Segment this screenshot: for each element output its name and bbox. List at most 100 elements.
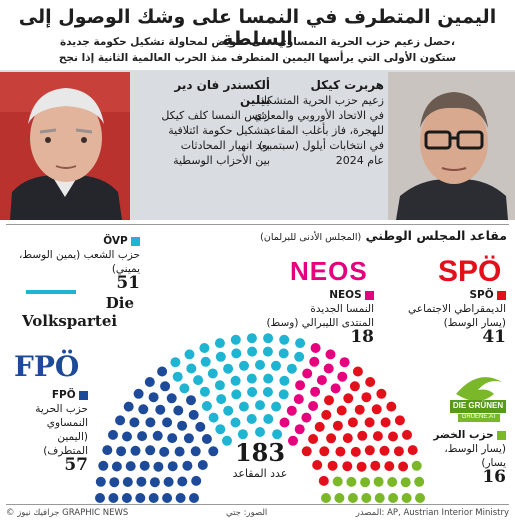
seat-övp [230,375,241,386]
seat-spö [357,430,368,441]
gruene-seats: 16 [482,467,506,487]
seat-övp [214,338,225,349]
seat-fpö [123,401,134,412]
footer-divider [6,504,509,505]
seat-övp [279,334,290,345]
seat-fpö [122,431,132,442]
spo-desc: (يسار الوسط) [443,317,506,329]
party-spo: SPÖ الديمقراطي الاجتماعي (يسار الوسط) 41 [392,288,506,346]
gruene-desc: (يسار الوسط، [444,443,506,455]
seat-grüne [400,477,411,488]
seat-spö [379,445,390,456]
ovp-code: ÖVP [103,235,128,247]
seat-neos [295,380,306,391]
seat-fpö [108,493,119,503]
seat-övp [186,363,197,374]
party-gruene: حزب الخضر (يسار الوسط، يسار) 16 [420,428,506,487]
seat-övp [230,417,241,428]
seat-neos [325,349,336,360]
seat-övp [215,424,226,435]
seat-spö [356,461,367,472]
seat-spö [361,392,372,403]
seat-övp [278,348,289,359]
party-neos: NEOS النمسا الجديدة المنتدى الليبرالي (و… [228,288,374,346]
seat-övp [239,360,249,371]
seat-fpö [177,420,188,431]
total-seats: 183 عدد المقاعد [200,438,320,480]
seat-fpö [167,433,178,444]
seat-övp [208,412,219,423]
bio-right-line: في الاتحاد الأوروبي والمعادي [253,109,384,122]
fpo-desc: (اليمين [57,431,88,443]
seat-spö [393,446,404,457]
bio-right-line: زعيم حزب الحرية المتشكك [257,94,384,107]
subtitle-line-1: حصل زعيم حزب الحرية النمساوي على تفويض ل… [60,36,455,48]
footer-photos: الصور: جتي [226,508,268,518]
seat-neos [302,368,313,379]
seat-övp [262,387,273,397]
seat-spö [318,475,329,486]
seat-spö [319,446,330,457]
gruene-color-swatch [497,430,506,440]
seat-spö [394,415,405,426]
bio-right-line: عام 2024 [335,154,384,167]
ovp-desc: حزب الشعب (يمين الوسط، [19,249,140,261]
ovp-logo: Die Volkspartei [22,290,134,330]
seat-spö [327,460,338,471]
seat-övp [271,360,281,371]
seat-fpö [208,446,219,457]
neos-desc: النمسا الجديدة [310,303,374,315]
seat-spö [308,434,319,444]
seat-fpö [153,461,164,472]
seat-grüne [401,493,412,503]
fpo-desc: النمساوي [46,417,88,429]
seat-övp [246,373,257,384]
seat-spö [386,401,397,412]
seat-grüne [346,476,357,487]
portrait-kickl [388,72,515,220]
seat-fpö [177,476,188,487]
seat-fpö [95,476,106,487]
seat-fpö [137,431,148,442]
parliament-chart [95,333,425,503]
seat-övp [216,394,227,405]
seat-spö [347,417,358,428]
seat-spö [321,409,332,420]
subtitle-line-2: ستكون الأولى التي يرأسها اليمين المتطرف … [58,52,457,64]
seat-fpö [175,493,186,503]
gruene-code: حزب الخضر [433,429,494,441]
neos-color-swatch [365,290,374,300]
seat-övp [255,427,265,437]
seat-fpö [145,417,156,428]
seat-spö [380,417,391,428]
seat-fpö [133,388,144,399]
seat-fpö [139,460,150,471]
seat-spö [342,433,353,444]
seat-övp [262,346,273,357]
seat-grüne [373,476,384,487]
seat-fpö [111,461,122,472]
seat-spö [342,461,353,472]
seat-fpö [155,404,166,415]
seat-övp [199,386,210,397]
seat-spö [398,461,409,472]
seat-fpö [191,475,202,486]
seat-spö [365,377,376,387]
seat-fpö [197,460,208,470]
seat-fpö [160,381,171,392]
seat-fpö [162,493,173,503]
seat-spö [332,420,343,431]
seat-spö [343,393,354,404]
seat-fpö [152,430,163,441]
seat-fpö [195,421,206,432]
seat-neos [294,424,305,435]
divider [6,224,509,225]
seat-spö [335,446,346,457]
seat-övp [200,356,211,367]
ovp-logo-name: Volkspartei [22,312,118,330]
seat-neos [323,363,334,374]
seat-fpö [116,446,127,457]
seat-spö [384,461,395,472]
seat-fpö [163,476,174,487]
seat-fpö [167,461,178,472]
